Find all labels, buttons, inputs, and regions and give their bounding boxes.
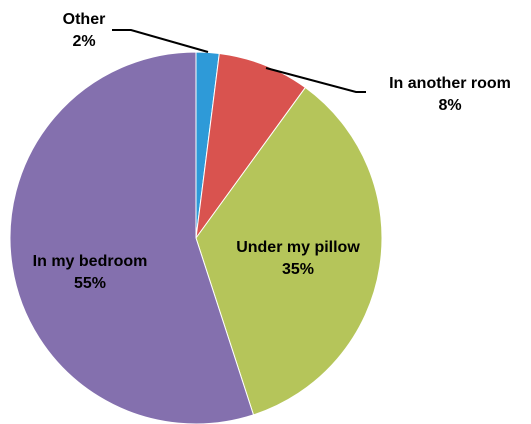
slice-label: In another room (389, 75, 511, 92)
slice-value-label: 55% (74, 275, 106, 292)
slice-value-label: 8% (438, 97, 461, 114)
slice-label: Under my pillow (236, 239, 360, 256)
slice-label: In my bedroom (33, 253, 148, 270)
slice-label: Other (63, 11, 106, 28)
leader-line (265, 67, 366, 93)
slice-value-label: 2% (72, 33, 95, 50)
pie-slice (195, 52, 307, 239)
slice-value-label: 35% (282, 261, 314, 278)
leader-line (112, 29, 209, 53)
pie-slice (9, 51, 255, 424)
pie-slice (195, 86, 383, 416)
pie (9, 51, 383, 424)
